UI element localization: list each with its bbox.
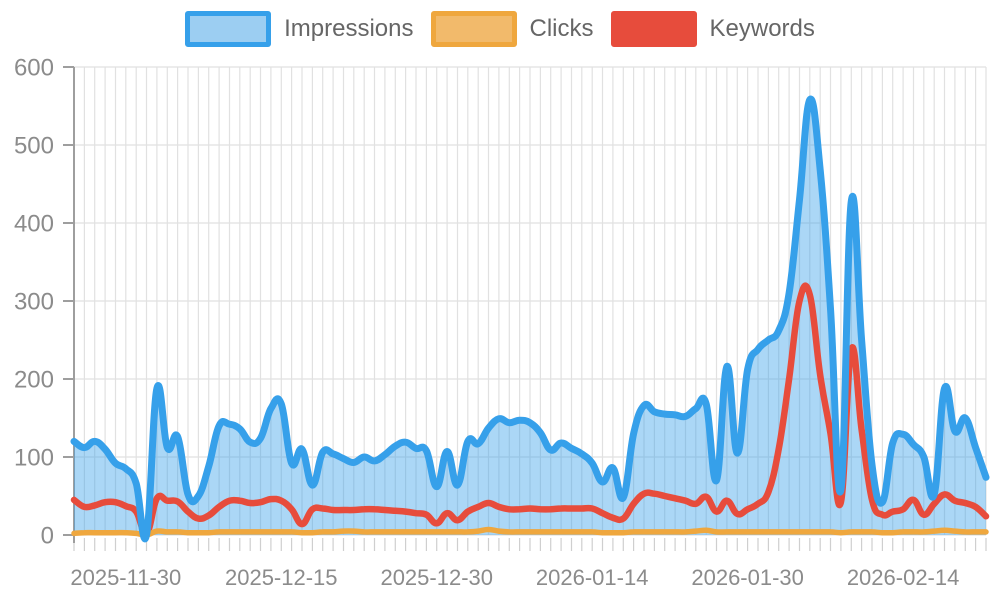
clicks-legend-label: Clicks <box>529 15 594 42</box>
legend: Impressions Clicks Keywords <box>0 11 1000 47</box>
y-axis-labels: 0 100 200 300 400 500 600 <box>14 55 54 550</box>
svg-text:2025-11-30: 2025-11-30 <box>70 565 181 590</box>
svg-text:2026-02-14: 2026-02-14 <box>847 565 960 590</box>
svg-text:500: 500 <box>14 133 54 160</box>
gridlines <box>63 66 987 551</box>
svg-text:200: 200 <box>14 367 54 394</box>
svg-text:2025-12-15: 2025-12-15 <box>225 565 338 590</box>
keywords-line <box>70 282 990 537</box>
impressions-legend-label: Impressions <box>284 15 414 42</box>
clicks-line <box>71 526 989 538</box>
svg-text:100: 100 <box>14 445 54 472</box>
svg-text:300: 300 <box>14 289 54 316</box>
svg-text:2026-01-30: 2026-01-30 <box>691 565 804 590</box>
keywords-legend-label: Keywords <box>709 15 815 42</box>
impressions-line <box>70 95 990 543</box>
svg-text:400: 400 <box>14 211 54 238</box>
x-axis-labels: 2025-11-30 2025-12-15 2025-12-30 2026-01-14… <box>70 565 959 590</box>
svg-text:2025-12-30: 2025-12-30 <box>380 565 493 590</box>
svg-text:2026-01-14: 2026-01-14 <box>536 565 649 590</box>
impressions-area <box>74 99 986 539</box>
legend-item-impressions[interactable]: Impressions <box>185 11 414 47</box>
keywords-swatch <box>610 11 697 47</box>
svg-text:0: 0 <box>41 523 54 550</box>
clicks-swatch <box>430 11 517 47</box>
legend-item-clicks[interactable]: Clicks <box>430 11 594 47</box>
legend-item-keywords[interactable]: Keywords <box>610 11 815 47</box>
svg-text:600: 600 <box>14 55 54 82</box>
impressions-swatch <box>185 11 272 47</box>
